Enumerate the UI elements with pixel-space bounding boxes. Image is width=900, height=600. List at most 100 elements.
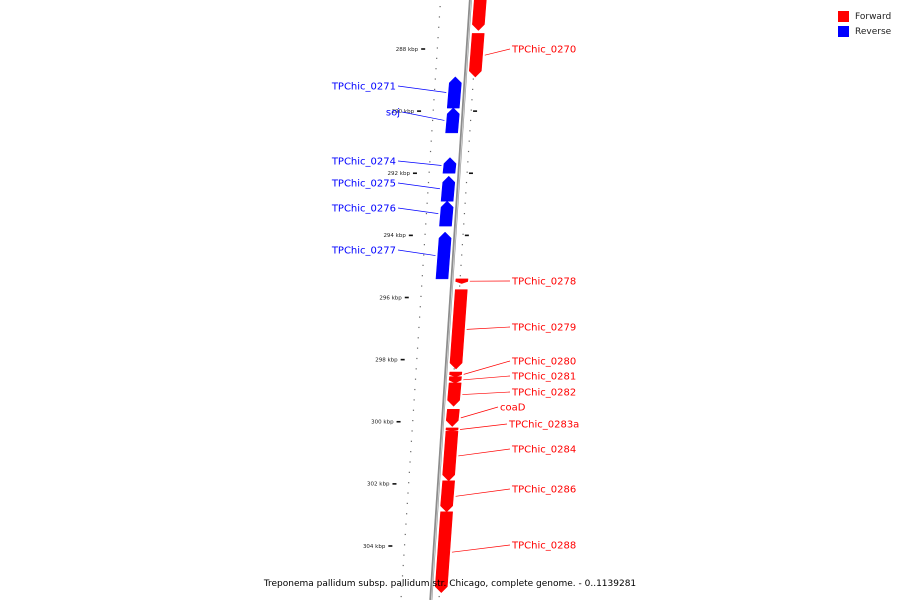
ruler-dot-right — [467, 161, 469, 163]
gene-label[interactable]: TPChic_0281 — [511, 372, 576, 383]
ruler-dot-left — [423, 254, 425, 256]
gene-arrow[interactable] — [439, 200, 454, 227]
ruler-dot-left — [436, 57, 438, 59]
ruler-dot-left — [420, 295, 422, 297]
gene-arrow[interactable] — [435, 231, 452, 280]
gene-label[interactable]: TPChic_0277 — [331, 246, 396, 257]
gene-leader-line — [460, 406, 499, 419]
ruler-dot-left — [412, 420, 414, 422]
gene-label[interactable]: TPChic_0288 — [511, 541, 576, 552]
ruler-dot-left — [405, 523, 407, 525]
gene-arrow[interactable] — [440, 176, 456, 202]
gene-label[interactable]: TPChic_0283a — [508, 420, 579, 431]
ruler-dot-left — [401, 585, 403, 587]
ruler-dot-right — [463, 223, 465, 225]
ruler-dot-right — [466, 171, 468, 173]
gene-arrow[interactable] — [446, 76, 462, 109]
gene-leader-line — [463, 375, 511, 381]
genome-axis — [429, 0, 472, 600]
gene-label[interactable]: TPChic_0275 — [331, 179, 396, 190]
axis-highlight — [431, 0, 472, 600]
gene-arrow[interactable] — [445, 427, 459, 432]
gene-label[interactable]: TPChic_0280 — [511, 357, 576, 368]
gene-arrow[interactable] — [449, 289, 468, 370]
ruler-dot-right — [467, 150, 470, 153]
tick-label: 296 kbp — [379, 295, 402, 301]
gene-arrow[interactable] — [434, 511, 453, 593]
ruler-dot-left — [421, 285, 423, 287]
tick-label: 304 kbp — [363, 544, 386, 550]
ruler-dot-left — [421, 275, 423, 277]
gene-arrow[interactable] — [442, 157, 457, 174]
tick-mark-left — [412, 172, 417, 175]
ruler-dot-left — [419, 306, 421, 308]
axis-line — [429, 0, 472, 600]
ruler-dot-left — [403, 544, 406, 546]
tick-dots — [400, 6, 479, 598]
ruler-dot-left — [435, 68, 437, 70]
gene-label[interactable]: TPChic_0278 — [511, 277, 576, 288]
reverse-swatch — [838, 26, 849, 37]
ruler-dot-right — [460, 264, 462, 266]
gene-leader-line — [397, 182, 440, 190]
gene-label[interactable]: TPChic_0282 — [511, 388, 576, 399]
ruler-dot-left — [431, 119, 434, 122]
ruler-dot-right — [472, 78, 474, 80]
ruler-dot-right — [465, 181, 468, 184]
ruler-dot-left — [408, 482, 410, 484]
ruler-dot-right — [462, 233, 464, 235]
gene-arrow[interactable] — [445, 107, 460, 134]
gene-label[interactable]: TPChic_0271 — [331, 82, 396, 93]
gene-label[interactable]: TPChic_0279 — [511, 323, 576, 334]
ruler-dot-left — [426, 202, 428, 204]
gene-label[interactable]: TPChic_0274 — [331, 157, 396, 168]
gene-arrow[interactable] — [472, 0, 487, 31]
ruler-dot-right — [468, 140, 470, 142]
gene-arrow[interactable] — [442, 430, 459, 482]
gene-arrow[interactable] — [445, 409, 460, 427]
ruler-dot-left — [412, 409, 415, 411]
tick-mark-left — [421, 48, 426, 50]
gene-label[interactable]: coaD — [500, 403, 526, 414]
ruler-dot-left — [427, 192, 429, 194]
ruler-dot-right — [465, 192, 467, 194]
gene-arrow[interactable] — [449, 371, 463, 378]
gene-leader-line — [451, 544, 511, 553]
gene-label[interactable]: TPChic_0284 — [511, 445, 576, 456]
ruler-dot-left — [428, 171, 430, 173]
ruler-dot-left — [437, 37, 439, 39]
ruler-dot-left — [438, 26, 440, 28]
gene-arrow[interactable] — [440, 480, 455, 513]
tick-label: 292 kbp — [388, 171, 411, 177]
gene-leader-line — [397, 160, 442, 166]
ruler-dot-left — [425, 223, 427, 225]
ruler-dot-right — [471, 99, 473, 101]
gene-arrow[interactable] — [448, 376, 462, 384]
ruler-dot-left — [401, 575, 404, 577]
ruler-dot-left — [427, 181, 430, 184]
gene-label[interactable]: TPChic_0276 — [331, 204, 396, 215]
gene-leader-line — [458, 448, 511, 457]
ruler-dot-right — [461, 254, 463, 256]
ruler-dot-left — [434, 78, 436, 80]
ruler-dot-right — [453, 368, 455, 370]
gene-leader-line — [397, 85, 447, 93]
legend-item-forward[interactable]: Forward — [838, 9, 891, 24]
gene-label[interactable]: TPChic_0286 — [511, 485, 576, 496]
gene-arrow[interactable] — [447, 382, 462, 407]
gene-leader-line — [463, 360, 511, 375]
gene-label[interactable]: TPChic_0270 — [511, 45, 576, 56]
ruler-dot-left — [402, 564, 404, 567]
gene-label[interactable]: soj — [386, 108, 400, 119]
gene-arrow[interactable] — [469, 33, 485, 78]
ruler-dot-right — [438, 595, 440, 598]
ruler-dot-left — [410, 451, 412, 453]
gene-arrow[interactable] — [455, 278, 469, 284]
ruler-dot-right — [463, 213, 466, 215]
ruler-dot-left — [403, 554, 405, 556]
tick-mark-left — [396, 420, 401, 423]
legend-item-reverse[interactable]: Reverse — [838, 24, 891, 39]
ruler-dot-left — [434, 88, 436, 90]
tick-mark-left — [392, 483, 397, 485]
